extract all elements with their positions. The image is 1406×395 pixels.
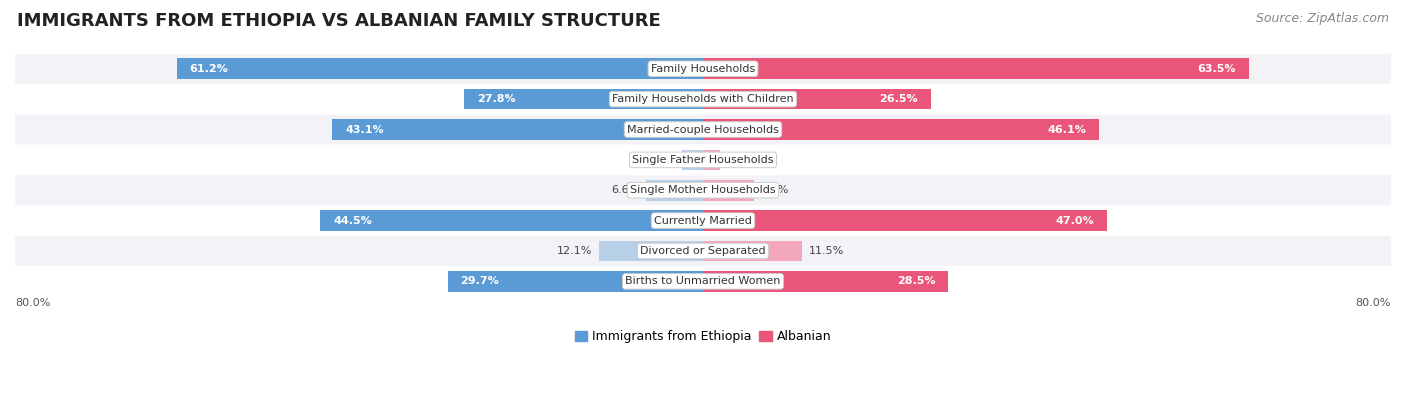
FancyBboxPatch shape: [15, 236, 1391, 266]
Text: 63.5%: 63.5%: [1198, 64, 1236, 74]
Bar: [703, 89, 931, 109]
Bar: [703, 58, 1249, 79]
Text: Births to Unmarried Women: Births to Unmarried Women: [626, 276, 780, 286]
Bar: [321, 210, 703, 231]
Bar: [682, 150, 703, 170]
FancyBboxPatch shape: [15, 115, 1391, 145]
Bar: [703, 271, 948, 292]
Text: 43.1%: 43.1%: [346, 124, 384, 135]
Text: 11.5%: 11.5%: [808, 246, 844, 256]
Text: 26.5%: 26.5%: [879, 94, 918, 104]
Text: Currently Married: Currently Married: [654, 216, 752, 226]
Text: 6.6%: 6.6%: [612, 185, 640, 195]
Text: 61.2%: 61.2%: [190, 64, 228, 74]
Text: 2.4%: 2.4%: [647, 155, 675, 165]
Text: 29.7%: 29.7%: [461, 276, 499, 286]
Text: 47.0%: 47.0%: [1056, 216, 1094, 226]
FancyBboxPatch shape: [15, 175, 1391, 205]
FancyBboxPatch shape: [15, 267, 1391, 296]
Text: Family Households: Family Households: [651, 64, 755, 74]
FancyBboxPatch shape: [15, 54, 1391, 84]
Bar: [464, 89, 703, 109]
Bar: [599, 241, 703, 261]
Bar: [177, 58, 703, 79]
Text: 12.1%: 12.1%: [557, 246, 592, 256]
Text: Married-couple Households: Married-couple Households: [627, 124, 779, 135]
Bar: [703, 180, 754, 201]
Text: 2.0%: 2.0%: [727, 155, 755, 165]
Text: 80.0%: 80.0%: [1355, 298, 1391, 308]
Bar: [703, 241, 801, 261]
Text: IMMIGRANTS FROM ETHIOPIA VS ALBANIAN FAMILY STRUCTURE: IMMIGRANTS FROM ETHIOPIA VS ALBANIAN FAM…: [17, 12, 661, 30]
Bar: [447, 271, 703, 292]
Text: Family Households with Children: Family Households with Children: [612, 94, 794, 104]
Text: Single Father Households: Single Father Households: [633, 155, 773, 165]
Bar: [703, 119, 1099, 140]
Legend: Immigrants from Ethiopia, Albanian: Immigrants from Ethiopia, Albanian: [569, 325, 837, 348]
Text: 28.5%: 28.5%: [897, 276, 935, 286]
Text: Single Mother Households: Single Mother Households: [630, 185, 776, 195]
FancyBboxPatch shape: [15, 145, 1391, 175]
Text: 5.9%: 5.9%: [761, 185, 789, 195]
Text: 80.0%: 80.0%: [15, 298, 51, 308]
Text: Source: ZipAtlas.com: Source: ZipAtlas.com: [1256, 12, 1389, 25]
Bar: [332, 119, 703, 140]
Text: 27.8%: 27.8%: [477, 94, 516, 104]
Text: Divorced or Separated: Divorced or Separated: [640, 246, 766, 256]
Bar: [703, 150, 720, 170]
Bar: [647, 180, 703, 201]
Bar: [703, 210, 1107, 231]
Text: 44.5%: 44.5%: [333, 216, 373, 226]
FancyBboxPatch shape: [15, 84, 1391, 114]
Text: 46.1%: 46.1%: [1047, 124, 1087, 135]
FancyBboxPatch shape: [15, 206, 1391, 235]
